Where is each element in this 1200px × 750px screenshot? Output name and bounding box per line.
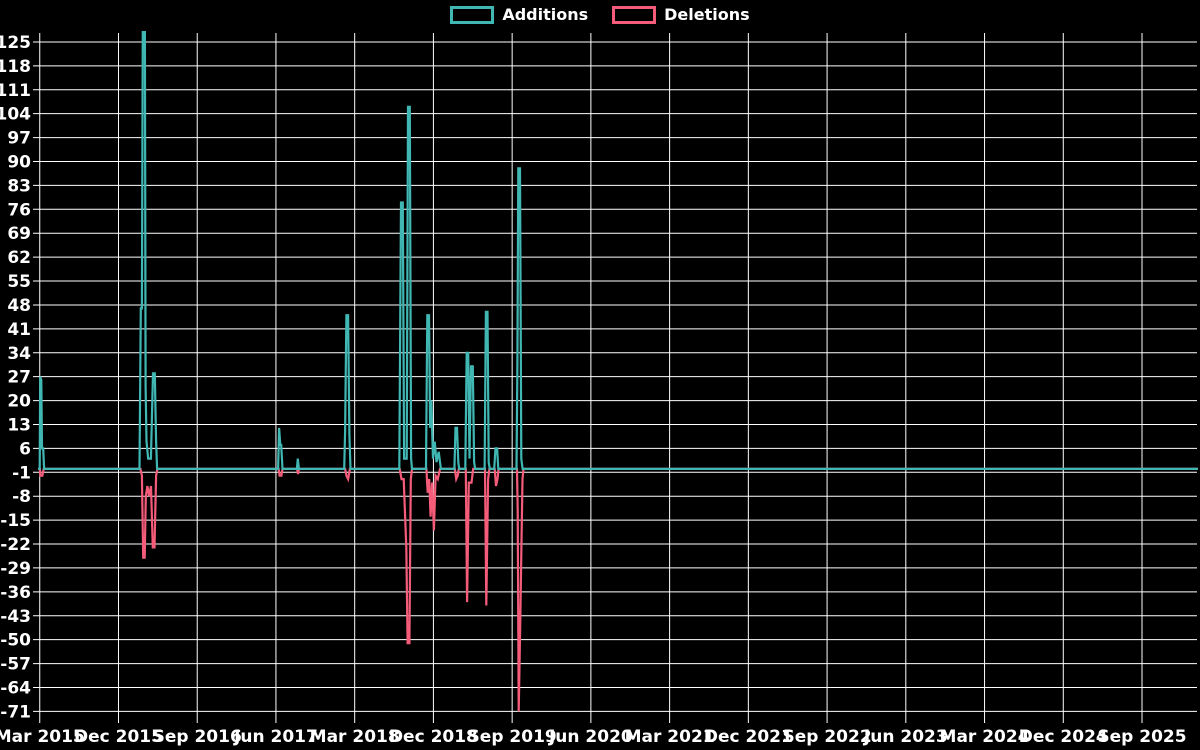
x-tick-label: Dec 2015	[74, 727, 163, 747]
x-tick-label: Dec 2024	[1019, 727, 1108, 747]
additions-legend-label: Additions	[502, 5, 589, 24]
deletions-swatch	[612, 6, 657, 24]
y-tick-label: 13	[7, 415, 31, 435]
additions-line	[38, 31, 1198, 470]
y-tick-label: 55	[7, 272, 31, 292]
x-tick-label: Sep 2019	[468, 727, 557, 747]
y-tick-label: 69	[7, 224, 31, 244]
y-tick-label: 118	[0, 57, 31, 77]
y-tick-label: 104	[0, 105, 31, 125]
x-tick-label: Sep 2016	[153, 727, 242, 747]
x-tick-label: Mar 2021	[625, 727, 715, 747]
x-tick-label: Mar 2024	[940, 727, 1030, 747]
y-tick-label: -1	[12, 463, 31, 483]
y-tick-label: 62	[7, 248, 31, 268]
y-tick-label: -57	[0, 655, 31, 675]
y-tick-label: 20	[7, 392, 31, 412]
y-tick-label: -50	[0, 631, 31, 651]
legend-item-deletions[interactable]: Deletions	[612, 6, 750, 24]
y-tick-label: -64	[0, 678, 31, 698]
x-tick-label: Mar 2015	[0, 727, 85, 747]
x-tick-label: Jun 2020	[548, 727, 633, 747]
y-tick-label: -8	[12, 487, 31, 507]
y-tick-label: 76	[7, 200, 31, 220]
y-tick-label: 48	[7, 296, 31, 316]
x-tick-label: Sep 2022	[782, 727, 871, 747]
deletions-line	[38, 467, 1198, 712]
y-tick-label: 41	[7, 320, 31, 340]
y-tick-label: -15	[0, 511, 31, 531]
y-tick-label: 111	[0, 81, 31, 101]
x-tick-label: Dec 2021	[704, 727, 793, 747]
x-tick-label: Jun 2017	[233, 727, 318, 747]
y-tick-label: 97	[7, 129, 31, 149]
deletions-legend-label: Deletions	[664, 5, 750, 24]
y-tick-label: -43	[0, 607, 31, 627]
y-tick-label: -22	[0, 535, 31, 555]
y-tick-label: 6	[19, 439, 31, 459]
y-tick-label: 125	[0, 33, 31, 53]
y-tick-label: -29	[0, 559, 31, 579]
x-tick-label: Mar 2018	[310, 727, 400, 747]
y-tick-label: 83	[7, 176, 31, 196]
legend: Additions Deletions	[0, 6, 1200, 24]
legend-item-additions[interactable]: Additions	[450, 6, 588, 24]
y-tick-label: 34	[7, 344, 31, 364]
x-tick-label: Sep 2025	[1097, 727, 1186, 747]
y-tick-label: -36	[0, 583, 31, 603]
y-tick-label: -71	[0, 702, 31, 722]
x-tick-label: Dec 2018	[389, 727, 478, 747]
y-tick-label: 27	[7, 368, 31, 388]
y-tick-label: 90	[7, 152, 31, 172]
additions-swatch	[450, 6, 495, 24]
x-tick-label: Jun 2023	[863, 727, 948, 747]
